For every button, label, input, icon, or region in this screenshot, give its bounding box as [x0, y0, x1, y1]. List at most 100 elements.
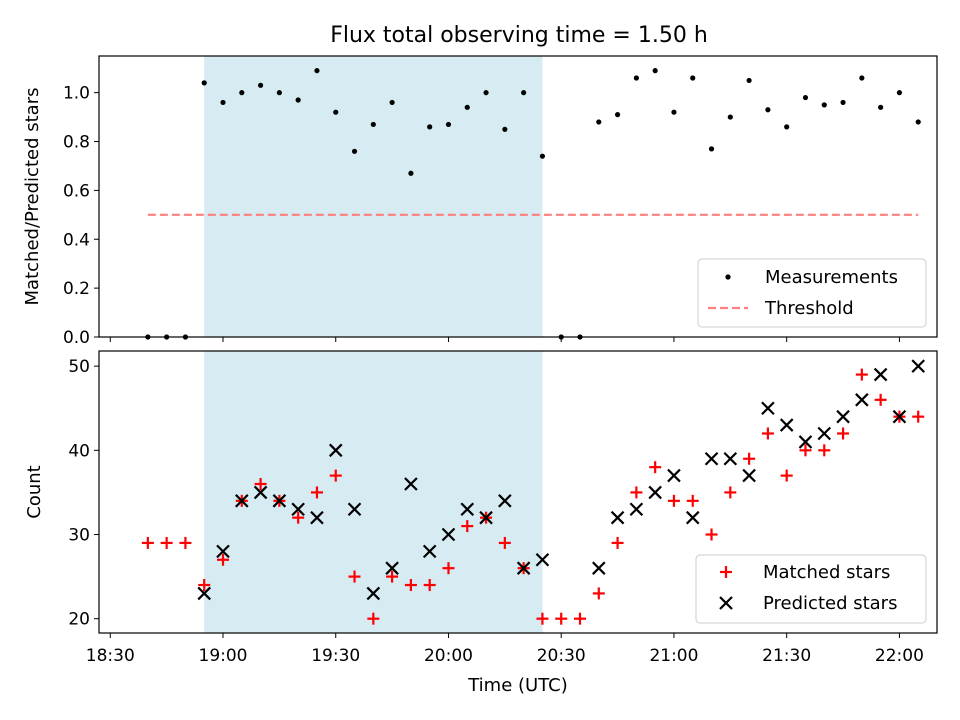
- predicted-star-point: [441, 527, 456, 542]
- matched-star-point: [367, 612, 380, 625]
- count-legend: Matched stars Predicted stars: [695, 554, 927, 624]
- measurement-point: [502, 126, 508, 132]
- matched-star-point: [630, 486, 643, 499]
- predicted-star-point: [855, 393, 869, 407]
- matched-star-point: [461, 520, 474, 533]
- matched-star-point: [705, 528, 718, 541]
- predicted-star-point: [347, 502, 362, 517]
- predicted-star-point: [723, 451, 738, 466]
- count-x-tick-label: 20:00: [424, 646, 473, 666]
- count-y-axis-label: Count: [24, 465, 45, 518]
- count-shaded-span: [204, 351, 543, 633]
- measurement-point: [370, 121, 376, 128]
- count-x-tick-label: 22:00: [875, 646, 924, 666]
- matched-star-point: [386, 570, 399, 583]
- ratio-legend-box: [697, 258, 927, 328]
- matched-star-point: [649, 461, 662, 474]
- predicted-star-point: [742, 468, 756, 483]
- matched-star-point: [743, 452, 756, 465]
- count-x-axis: 18:30 19:00 19:30 20:00 20:30 21:00 21:30 22:00: [86, 633, 924, 666]
- predicted-star-point: [592, 561, 606, 575]
- matched-star-point: [536, 612, 549, 625]
- matched-star-point: [498, 536, 511, 549]
- predicted-star-point: [873, 367, 888, 382]
- ratio-legend: Measurements Threshold: [697, 258, 927, 328]
- ratio-x-axis: [109, 337, 900, 342]
- measurement-point: [239, 90, 245, 96]
- predicted-star-point: [197, 586, 211, 601]
- predicted-star-point: [704, 451, 719, 466]
- matched-star-point: [141, 536, 154, 549]
- measurement-point: [389, 99, 395, 106]
- count-y-tick-label: 30: [68, 526, 90, 546]
- legend-measurements-label: Measurements: [765, 267, 898, 288]
- matched-star-point: [423, 579, 436, 592]
- measurement-point: [464, 104, 470, 110]
- predicted-star-point: [235, 494, 249, 508]
- matched-star-point: [592, 587, 605, 600]
- legend-predicted-label: Predicted stars: [763, 593, 897, 614]
- legend-matched-marker: [720, 566, 732, 578]
- legend-predicted-marker: [719, 596, 733, 610]
- predicted-star-point: [892, 409, 907, 424]
- measurement-point: [276, 90, 282, 96]
- count-legend-box: [695, 554, 927, 624]
- count-x-tick-label: 19:30: [311, 646, 360, 666]
- predicted-star-point: [648, 485, 662, 500]
- matched-star-point: [292, 511, 305, 524]
- chart-title: Flux total observing time = 1.50 h: [330, 23, 708, 48]
- predicted-star-point: [535, 552, 550, 567]
- ratio-y-tick-label: 0.8: [63, 133, 90, 153]
- predicted-star-point: [667, 468, 681, 483]
- measurement-point: [840, 99, 846, 106]
- predicted-star-point: [610, 510, 625, 525]
- ratio-y-tick-label: 0.0: [63, 328, 90, 348]
- matched-star-point: [329, 469, 342, 482]
- legend-matched-label: Matched stars: [763, 562, 890, 583]
- count-x-tick-label: 20:30: [537, 646, 586, 666]
- count-x-tick-label: 19:00: [199, 646, 248, 666]
- predicted-star-point: [798, 435, 813, 449]
- matched-star-point: [912, 410, 925, 423]
- predicted-star-point: [516, 561, 531, 575]
- predicted-star-point: [836, 409, 850, 424]
- legend-threshold-label: Threshold: [764, 298, 854, 319]
- measurement-point: [220, 99, 226, 106]
- measurement-point: [878, 104, 884, 110]
- measurement-point: [896, 90, 903, 96]
- predicted-star-point: [272, 494, 287, 508]
- ratio-y-tick-label: 0.6: [63, 181, 90, 201]
- ratio-y-axis-label: Matched/Predicted stars: [22, 88, 43, 306]
- predicted-star-point: [291, 502, 305, 517]
- measurement-point: [408, 170, 414, 176]
- matched-star-point: [611, 536, 624, 549]
- matched-star-point: [667, 494, 680, 507]
- measurement-point: [708, 146, 715, 152]
- ratio-y-tick-label: 1.0: [63, 84, 90, 104]
- matched-star-point: [160, 536, 173, 549]
- measurement-point: [821, 102, 827, 108]
- ratio-shaded-span: [204, 56, 543, 337]
- matched-star-point: [855, 368, 868, 381]
- predicted-star-point: [761, 401, 775, 416]
- predicted-star-point: [310, 510, 324, 525]
- matched-star-point: [404, 579, 417, 592]
- predicted-star-point: [385, 561, 399, 575]
- matched-star-point: [254, 478, 267, 491]
- matched-star-point: [217, 553, 230, 566]
- measurement-point: [671, 109, 677, 115]
- predicted-star-point: [460, 502, 475, 517]
- count-x-axis-label: Time (UTC): [467, 675, 568, 696]
- matched-star-point: [574, 612, 587, 625]
- measurement-point: [802, 94, 809, 101]
- measurement-point: [351, 148, 358, 154]
- measurement-point: [727, 114, 733, 120]
- measurement-point: [445, 121, 452, 128]
- matched-star-point: [555, 612, 568, 625]
- ratio-y-tick-label: 0.2: [63, 279, 90, 299]
- matched-star-point: [179, 536, 192, 549]
- measurement-point: [333, 109, 339, 115]
- matched-star-point: [837, 427, 850, 440]
- matched-star-point: [198, 579, 211, 592]
